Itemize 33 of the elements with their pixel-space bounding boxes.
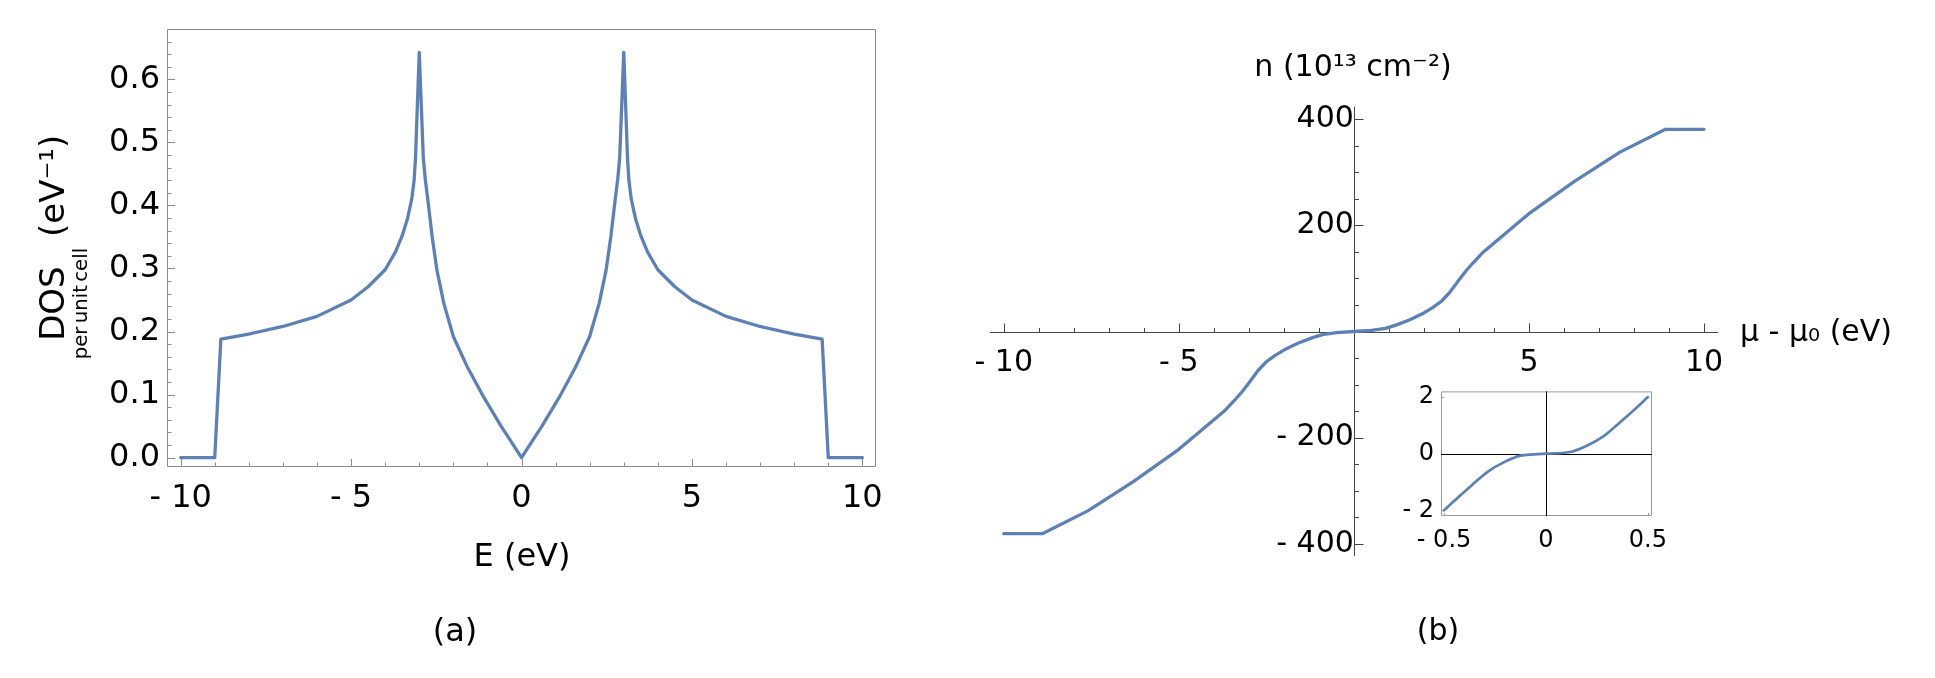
y-tick-label: 0.4 (109, 183, 160, 222)
x-tick-label: 5 (681, 476, 703, 515)
x-tick-label: 10 (842, 476, 883, 515)
x-tick-label: - 10 (149, 476, 212, 515)
x-tick-label: - 5 (330, 476, 373, 515)
y-tick-label: 200 (1296, 205, 1354, 241)
y-tick-label: 0.0 (109, 435, 160, 474)
y-tick-label: - 200 (1276, 417, 1354, 453)
x-axis-title: E (eV) (473, 535, 571, 574)
x-tick-label: - 0.5 (1416, 524, 1472, 553)
x-tick-label: 5 (1519, 343, 1539, 379)
line-series (1442, 395, 1650, 512)
y-tick-label: 0.6 (109, 57, 160, 96)
y-tick-label: 0.3 (109, 246, 160, 285)
x-tick-label: 10 (1684, 343, 1724, 379)
x-tick-label: - 10 (974, 343, 1034, 379)
y-axis-title: n (10¹³ cm⁻²) (1254, 47, 1452, 84)
x-tick-label: - 5 (1159, 343, 1199, 379)
y-tick-label: 0.2 (109, 309, 160, 348)
y-tick-label: - 2 (1402, 494, 1434, 523)
y-tick-label: 0.5 (109, 120, 160, 159)
text: (a) (432, 610, 478, 649)
y-axis-title: DOSper unit cell (eV⁻¹) (32, 134, 93, 360)
y-tick-label: 2 (1418, 381, 1434, 410)
x-tick-label: 0 (511, 476, 532, 515)
y-tick-label: 0 (1418, 437, 1434, 466)
x-tick-label: 0 (1538, 524, 1554, 553)
y-tick-label: 400 (1296, 99, 1354, 134)
y-tick-label: - 400 (1276, 523, 1354, 559)
x-tick-label: 0.5 (1628, 524, 1668, 553)
text: (b) (1416, 611, 1460, 648)
x-axis-title: μ - μ₀ (eV) (1740, 312, 1893, 349)
y-tick-label: 0.1 (109, 372, 160, 411)
